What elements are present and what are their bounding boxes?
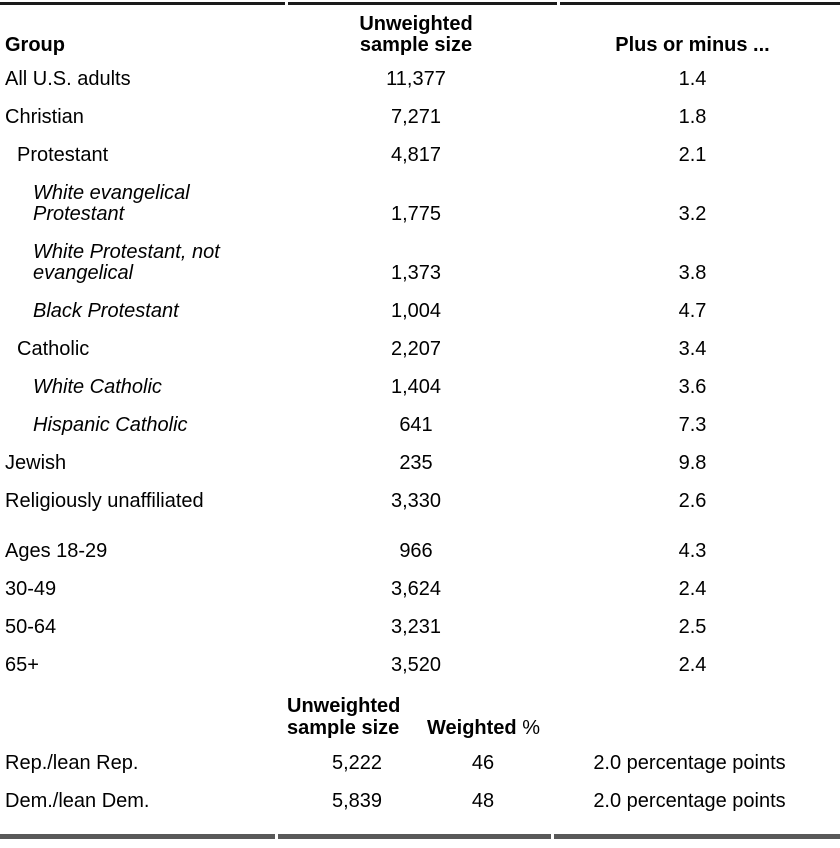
sample-size-cell: 5,839: [331, 790, 383, 812]
sample-size-cell: 2,207: [390, 338, 442, 360]
table-top-border: [0, 2, 840, 5]
sample-size-cell: 3,624: [390, 578, 442, 600]
weighted-pct-column-header: Weighted %: [427, 717, 540, 739]
party-table-body: Rep./lean Rep. 5,222 46 2.0 percentage p…: [0, 739, 840, 815]
border-segment: [288, 2, 557, 5]
table-row: Jewish 235 9.8: [0, 440, 840, 478]
table-row: 50-64 3,231 2.5: [0, 604, 840, 642]
group-cell: Jewish: [5, 452, 67, 474]
group-cell: Ages 18-29: [5, 540, 108, 562]
table-row: Rep./lean Rep. 5,222 46 2.0 percentage p…: [0, 739, 840, 777]
plus-minus-cell: 2.4: [678, 654, 707, 676]
group-cell: Rep./lean Rep.: [5, 752, 139, 774]
plus-minus-cell: 2.0 percentage points: [593, 790, 786, 812]
plus-minus-cell: 2.0 percentage points: [593, 752, 786, 774]
group-cell: Religiously unaffiliated: [5, 490, 204, 512]
main-table-body: All U.S. adults 11,377 1.4 Christian 7,2…: [0, 56, 840, 680]
table-row: White Catholic 1,404 3.6: [0, 364, 840, 402]
sample-size-cell: 1,373: [390, 262, 442, 284]
plus-minus-column-header: Plus or minus ...: [615, 34, 770, 56]
plus-minus-cell: 2.1: [678, 144, 707, 166]
group-cell: Protestant: [17, 144, 109, 166]
table-row: Protestant 4,817 2.1: [0, 132, 840, 170]
sample-size-cell: 1,404: [390, 376, 442, 398]
sample-size-column-header: Unweighted sample size: [359, 13, 473, 56]
sample-size-cell: 11,377: [386, 68, 446, 90]
table-row: All U.S. adults 11,377 1.4: [0, 56, 840, 94]
sample-size-cell: 235: [399, 452, 433, 474]
sample-size-cell: 4,817: [390, 144, 442, 166]
plus-minus-cell: 1.8: [678, 106, 707, 128]
table-row: Black Protestant 1,004 4.7: [0, 288, 840, 326]
group-cell: Hispanic Catholic: [33, 414, 188, 436]
table-bottom-border: [0, 834, 840, 839]
percent-sign: %: [522, 717, 540, 739]
group-cell: 30-49: [5, 578, 57, 600]
group-cell: Black Protestant: [33, 300, 179, 322]
group-cell: Catholic: [17, 338, 90, 360]
group-cell: White evangelical Protestant: [33, 182, 190, 225]
table-row: White Protestant, not evangelical 1,373 …: [0, 229, 840, 288]
plus-minus-cell: 3.6: [678, 376, 707, 398]
plus-minus-cell: 2.4: [678, 578, 707, 600]
plus-minus-cell: 9.8: [678, 452, 707, 474]
plus-minus-cell: 7.3: [678, 414, 707, 436]
table-row: Hispanic Catholic 641 7.3: [0, 402, 840, 440]
plus-minus-cell: 2.5: [678, 616, 707, 638]
group-cell: Dem./lean Dem.: [5, 790, 150, 812]
plus-minus-cell: 3.4: [678, 338, 707, 360]
sample-size-cell: 1,004: [390, 300, 442, 322]
sample-size-cell: 3,231: [390, 616, 442, 638]
table-row: Dem./lean Dem. 5,839 48 2.0 percentage p…: [0, 777, 840, 815]
weighted-pct-cell: 48: [471, 790, 495, 812]
plus-minus-cell: 1.4: [678, 68, 707, 90]
table-row: White evangelical Protestant 1,775 3.2: [0, 170, 840, 229]
sample-size-column-header: Unweighted sample size: [287, 695, 401, 739]
sample-size-cell: 5,222: [331, 752, 383, 774]
sample-size-cell: 641: [399, 414, 433, 436]
table-row: 30-49 3,624 2.4: [0, 566, 840, 604]
border-segment: [560, 2, 840, 5]
group-column-header: Group: [5, 34, 65, 56]
border-segment: [0, 2, 285, 5]
group-cell: White Protestant, not evangelical: [33, 241, 220, 284]
group-cell: Christian: [5, 106, 84, 128]
group-cell: 65+: [5, 654, 39, 676]
border-segment: [554, 834, 840, 839]
group-cell: All U.S. adults: [5, 68, 131, 90]
group-cell: 50-64: [5, 616, 57, 638]
main-table-header: Group Unweighted sample size Plus or min…: [0, 5, 840, 56]
weighted-label: Weighted: [427, 717, 517, 739]
weighted-pct-cell: 46: [471, 752, 495, 774]
plus-minus-cell: 4.3: [678, 540, 707, 562]
plus-minus-cell: 2.6: [678, 490, 707, 512]
table-row: 65+ 3,520 2.4: [0, 642, 840, 680]
sample-size-cell: 1,775: [390, 203, 442, 225]
sample-size-cell: 966: [399, 540, 433, 562]
table-row: Christian 7,271 1.8: [0, 94, 840, 132]
sample-size-cell: 3,330: [390, 490, 442, 512]
plus-minus-cell: 3.2: [678, 203, 707, 225]
group-cell: White Catholic: [33, 376, 162, 398]
plus-minus-cell: 4.7: [678, 300, 707, 322]
border-segment: [0, 834, 275, 839]
party-table-header: Unweighted sample size Weighted %: [0, 680, 840, 739]
table-row: Ages 18-29 966 4.3: [0, 528, 840, 566]
plus-minus-cell: 3.8: [678, 262, 707, 284]
table-row: Catholic 2,207 3.4: [0, 326, 840, 364]
table-row: Religiously unaffiliated 3,330 2.6: [0, 478, 840, 516]
border-segment: [278, 834, 551, 839]
sample-size-cell: 7,271: [390, 106, 442, 128]
sample-size-cell: 3,520: [390, 654, 442, 676]
